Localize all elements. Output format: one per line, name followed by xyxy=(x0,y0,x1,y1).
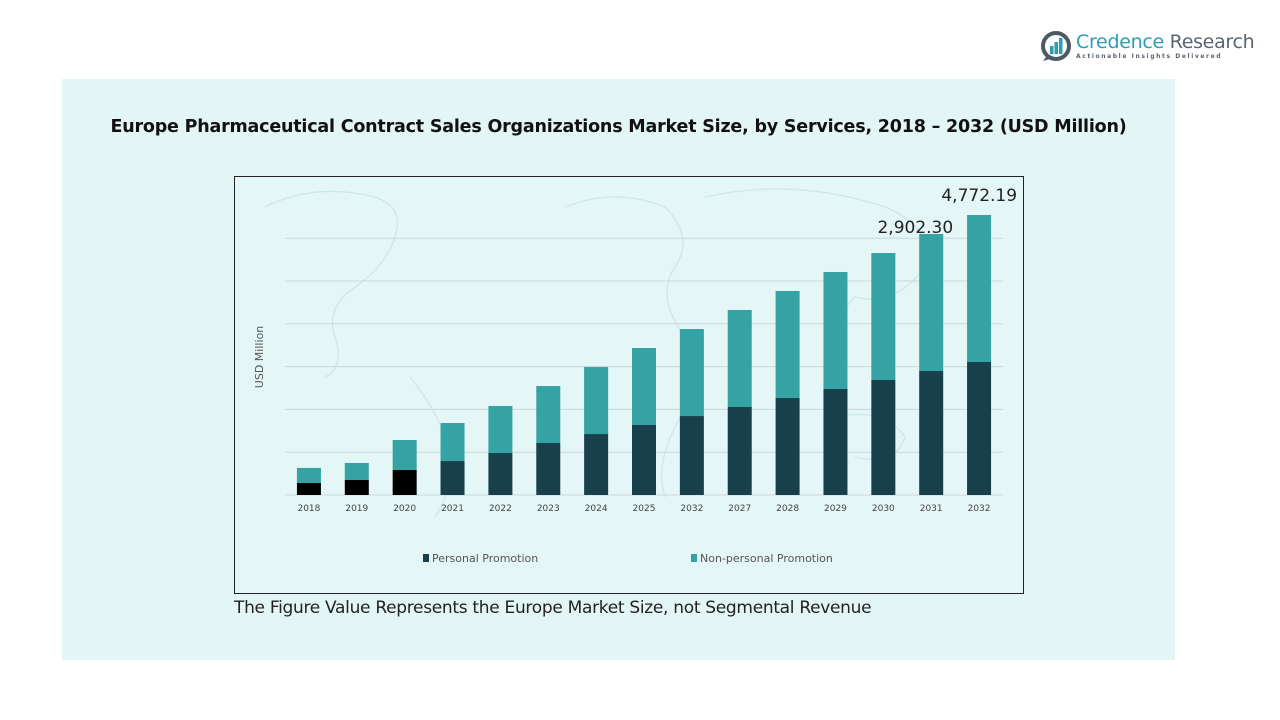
bar-personal-2032 xyxy=(679,416,704,495)
bar-nonpersonal-2027 xyxy=(727,310,752,407)
legend-swatch-personal xyxy=(423,554,429,562)
x-tick-label: 2023 xyxy=(537,504,560,514)
bar-nonpersonal-2024 xyxy=(584,367,609,435)
brand-tagline: Actionable Insights Delivered xyxy=(1076,53,1223,60)
x-tick-label: 2032 xyxy=(968,504,991,514)
bar-personal-2031 xyxy=(919,371,944,495)
x-tick-label: 2024 xyxy=(585,504,608,514)
bar-personal-2022 xyxy=(488,452,513,495)
bar-nonpersonal-2032 xyxy=(967,215,992,362)
x-tick-label: 2029 xyxy=(824,504,847,514)
legend-label-nonpersonal: Non-personal Promotion xyxy=(700,552,833,565)
logo-chart-icon xyxy=(1041,31,1071,61)
bar-personal-2025 xyxy=(632,425,656,495)
x-tick-label: 2019 xyxy=(345,504,368,514)
bar-nonpersonal-2029 xyxy=(823,271,848,389)
bar-personal-2029 xyxy=(823,388,848,495)
x-tick-label: 2032 xyxy=(680,504,703,514)
bar-nonpersonal-2020 xyxy=(392,440,417,471)
bar-personal-2023 xyxy=(536,443,561,495)
bar-nonpersonal-2018 xyxy=(296,467,321,483)
brand-name: Credence Research xyxy=(1076,31,1255,53)
legend-swatch-nonpersonal xyxy=(691,554,697,562)
y-axis-label: USD Million xyxy=(253,326,266,388)
x-tick-label: 2025 xyxy=(633,504,656,514)
x-tick-label: 2031 xyxy=(920,504,943,514)
bar-nonpersonal-2019 xyxy=(344,462,369,480)
footnote: The Figure Value Represents the Europe M… xyxy=(234,598,872,618)
chart-title: Europe Pharmaceutical Contract Sales Org… xyxy=(110,117,1127,137)
bar-personal-2032 xyxy=(967,361,992,495)
bar-personal-2018 xyxy=(296,482,321,495)
bar-nonpersonal-2021 xyxy=(440,423,465,462)
bar-nonpersonal-2031 xyxy=(919,234,944,372)
x-tick-label: 2018 xyxy=(297,504,320,514)
bar-personal-2019 xyxy=(344,479,369,495)
data-label: 2,902.30 xyxy=(877,218,953,238)
bar-nonpersonal-2032 xyxy=(679,329,704,417)
bar-personal-2020 xyxy=(392,470,417,495)
x-tick-label: 2030 xyxy=(872,504,895,514)
data-label: 4,772.19 xyxy=(941,186,1017,206)
brand-logo: Credence Research Actionable Insights De… xyxy=(1040,30,1255,62)
bar-nonpersonal-2030 xyxy=(871,253,896,381)
bar-nonpersonal-2022 xyxy=(488,405,513,453)
bar-personal-2024 xyxy=(584,434,609,495)
legend-label-personal: Personal Promotion xyxy=(432,552,538,565)
x-tick-label: 2022 xyxy=(489,504,512,514)
bar-nonpersonal-2023 xyxy=(536,386,561,444)
x-tick-label: 2021 xyxy=(441,504,464,514)
bar-personal-2028 xyxy=(775,398,800,495)
chart-frame: 2018 2019 2020 2021 2022 2023 2024 2025 2032 2027… xyxy=(234,176,1024,594)
x-tick-label: 2028 xyxy=(776,504,799,514)
x-tick-label: 2020 xyxy=(393,504,416,514)
bar-personal-2027 xyxy=(727,406,752,495)
bar-nonpersonal-2028 xyxy=(775,290,800,399)
legend: Personal Promotion Non-personal Promotio… xyxy=(423,552,833,565)
bar-personal-2021 xyxy=(440,461,465,495)
chart-panel: Europe Pharmaceutical Contract Sales Org… xyxy=(62,79,1175,660)
stacked-bar-chart: 2018 2019 2020 2021 2022 2023 2024 2025 2032 2027… xyxy=(253,186,1017,565)
x-tick-label: 2027 xyxy=(728,504,751,514)
bar-nonpersonal-2025 xyxy=(632,348,656,426)
bar-personal-2030 xyxy=(871,380,896,495)
